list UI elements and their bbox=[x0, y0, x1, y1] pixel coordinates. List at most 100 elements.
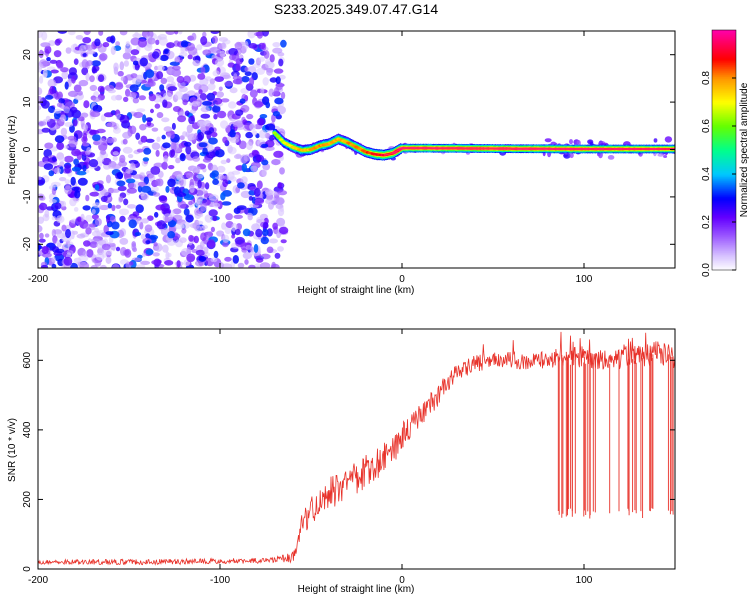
colorbar-strip bbox=[712, 184, 736, 187]
noise-blob bbox=[118, 196, 124, 203]
colorbar-tick-label: 0.8 bbox=[701, 71, 712, 85]
noise-blob bbox=[106, 36, 114, 43]
noise-blob bbox=[181, 228, 187, 234]
noise-blob bbox=[168, 165, 175, 170]
noise-blob bbox=[74, 190, 81, 199]
noise-blob bbox=[107, 202, 113, 209]
noise-blob bbox=[119, 215, 126, 223]
noise-blob bbox=[58, 98, 65, 104]
noise-blob bbox=[128, 182, 137, 190]
noise-blob bbox=[198, 142, 208, 148]
colorbar-strip bbox=[712, 176, 736, 179]
noise-blob bbox=[56, 232, 66, 239]
noise-blob bbox=[196, 174, 204, 179]
noise-blob bbox=[244, 41, 249, 50]
noise-blob bbox=[172, 208, 182, 215]
noise-blob bbox=[38, 245, 43, 250]
noise-blob bbox=[125, 41, 130, 47]
colorbar-strip bbox=[712, 198, 736, 201]
colorbar-strip bbox=[712, 52, 736, 55]
noise-blob bbox=[97, 85, 105, 93]
noise-blob bbox=[280, 39, 287, 48]
noise-blob bbox=[197, 131, 205, 141]
noise-blob bbox=[41, 246, 49, 255]
noise-blob bbox=[105, 137, 115, 144]
noise-blob bbox=[212, 105, 221, 113]
noise-blob bbox=[89, 75, 95, 83]
noise-blob bbox=[234, 229, 241, 236]
noise-blob bbox=[251, 130, 258, 136]
noise-blob bbox=[162, 92, 173, 101]
spectrogram-x-tick-label: 0 bbox=[399, 274, 405, 285]
noise-blob bbox=[268, 238, 278, 244]
noise-blob bbox=[146, 170, 152, 176]
noise-blob bbox=[229, 129, 236, 138]
colorbar-strip bbox=[712, 30, 736, 33]
noise-blob bbox=[212, 215, 218, 222]
noise-blob bbox=[120, 76, 126, 82]
noise-blob bbox=[164, 260, 174, 266]
noise-blob bbox=[200, 106, 210, 113]
noise-blob bbox=[111, 221, 120, 230]
colorbar-tick-label: 0.0 bbox=[701, 263, 712, 277]
snr-y-label: SNR (10 * v/v) bbox=[7, 418, 18, 482]
noise-blob bbox=[262, 222, 269, 229]
noise-blob bbox=[210, 226, 215, 233]
noise-blob bbox=[38, 87, 43, 96]
noise-blob bbox=[177, 200, 187, 209]
noise-blob bbox=[206, 92, 216, 101]
signal-track bbox=[272, 128, 675, 161]
noise-blob bbox=[40, 264, 49, 268]
colorbar-strip bbox=[712, 194, 736, 197]
noise-blob bbox=[155, 149, 160, 157]
colorbar-strip bbox=[712, 116, 736, 119]
noise-blob bbox=[220, 120, 229, 129]
noise-blob bbox=[134, 232, 142, 236]
noise-blob bbox=[183, 75, 191, 84]
colorbar-strip bbox=[712, 106, 736, 109]
noise-blob bbox=[71, 75, 76, 84]
colorbar-strip bbox=[712, 70, 736, 73]
spectrogram-y-tick-label: -20 bbox=[22, 237, 33, 252]
noise-blob bbox=[235, 63, 241, 72]
noise-blob bbox=[115, 41, 120, 47]
noise-blob bbox=[185, 145, 192, 155]
noise-blob bbox=[196, 194, 204, 202]
colorbar-strip bbox=[712, 102, 736, 105]
snr-panel: -200 -100 0 100 0 200 400 600 Height of straig… bbox=[7, 328, 676, 595]
snr-x-tick-label: -100 bbox=[210, 575, 230, 586]
noise-blob bbox=[82, 205, 91, 211]
spectrogram-x-tick-label: -100 bbox=[210, 274, 230, 285]
noise-blob bbox=[130, 49, 140, 56]
noise-blob bbox=[212, 70, 220, 77]
colorbar-strip bbox=[712, 82, 736, 85]
spectrogram-y-tick-label: -10 bbox=[22, 189, 33, 204]
snr-x-tick-label: 100 bbox=[576, 575, 593, 586]
noise-blob bbox=[40, 42, 51, 48]
noise-blob bbox=[70, 106, 78, 114]
noise-blob bbox=[269, 54, 275, 63]
noise-blob bbox=[227, 62, 235, 68]
noise-blob bbox=[83, 31, 91, 36]
spectrogram-x-tick-label: 100 bbox=[576, 274, 593, 285]
noise-blob bbox=[215, 58, 225, 67]
noise-blob bbox=[222, 179, 229, 188]
colorbar-strip bbox=[712, 96, 736, 99]
noise-blob bbox=[140, 260, 151, 265]
noise-blob bbox=[56, 102, 63, 108]
noise-blob bbox=[258, 42, 266, 50]
noise-blob bbox=[233, 214, 243, 219]
noise-blob bbox=[63, 256, 73, 266]
noise-blob bbox=[262, 229, 269, 237]
noise-blob bbox=[245, 244, 252, 250]
colorbar-strip bbox=[712, 38, 736, 41]
noise-blob bbox=[250, 165, 258, 172]
colorbar-strip bbox=[712, 118, 736, 121]
noise-blob bbox=[154, 103, 161, 109]
noise-blob bbox=[154, 211, 159, 218]
noise-blob bbox=[237, 262, 245, 268]
noise-blob bbox=[207, 239, 216, 248]
noise-blob bbox=[122, 146, 133, 154]
noise-blob bbox=[259, 262, 271, 268]
colorbar-strip bbox=[712, 256, 736, 259]
